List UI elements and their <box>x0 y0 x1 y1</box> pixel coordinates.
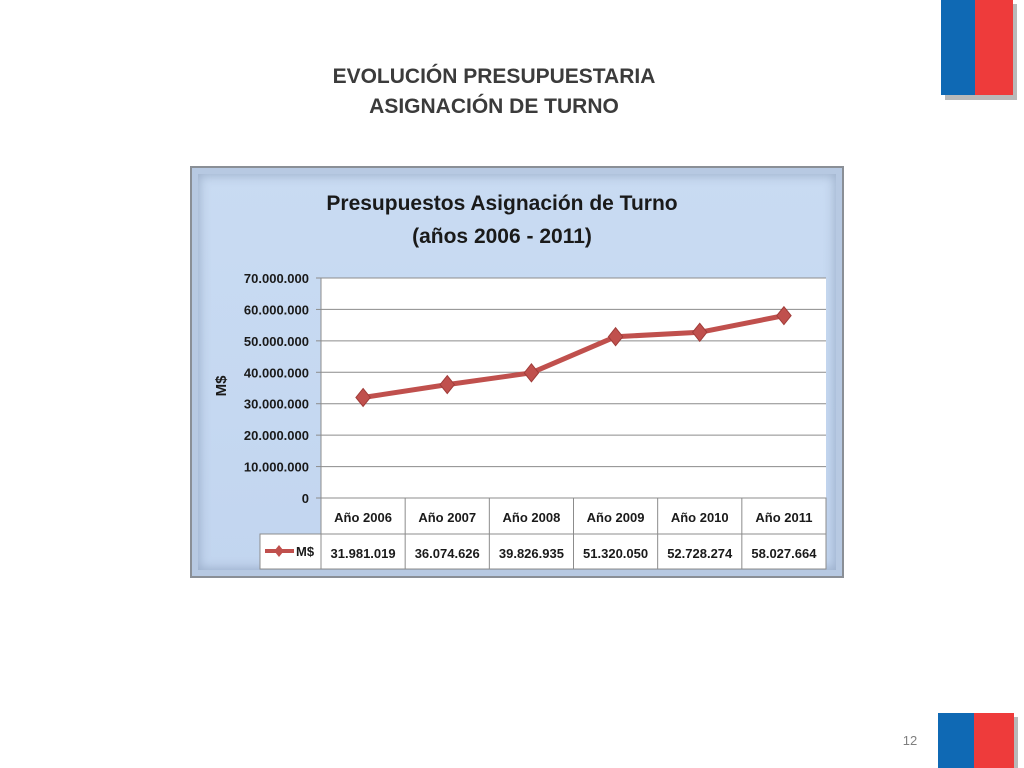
data-point-marker <box>776 305 792 326</box>
flag-red-band <box>974 713 1014 768</box>
plot-background <box>321 278 826 498</box>
y-tick-label: 20.000.000 <box>244 428 309 443</box>
data-point-marker <box>523 363 540 383</box>
slide-title: EVOLUCIÓN PRESUPUESTARIA ASIGNACIÓN DE T… <box>0 62 988 122</box>
y-tick-label: 60.000.000 <box>244 302 309 317</box>
data-table: Año 2006 Año 2007 Año 2008 Año 2009 Año 2010… <box>259 497 827 570</box>
data-point-marker <box>439 374 456 395</box>
chart-frame: Presupuestos Asignación de Turno (años 2… <box>190 166 844 578</box>
chart-title: Presupuestos Asignación de Turno <box>326 192 677 215</box>
x-category-label: Año 2009 <box>587 510 645 525</box>
table-value-row <box>259 533 827 570</box>
corporate-flag-top <box>941 0 1017 100</box>
x-category-label: Año 2011 <box>755 510 812 525</box>
data-point-marker <box>607 326 624 347</box>
data-value-label: 31.981.019 <box>331 546 396 561</box>
slide-title-line-2: ASIGNACIÓN DE TURNO <box>369 95 619 118</box>
series-line <box>360 313 787 400</box>
x-category-label: Año 2007 <box>418 510 476 525</box>
budget-line-chart: Presupuestos Asignación de Turno (años 2… <box>213 192 827 570</box>
legend-marker <box>274 545 284 557</box>
y-tick-label: 70.000.000 <box>244 271 309 286</box>
y-tick-label: 40.000.000 <box>244 365 309 380</box>
y-tick-label: 50.000.000 <box>244 334 309 349</box>
data-value-label: 39.826.935 <box>499 546 564 561</box>
data-value-label: 51.320.050 <box>583 546 648 561</box>
y-tick-label: 10.000.000 <box>244 460 309 475</box>
chart-subtitle: (años 2006 - 2011) <box>412 225 592 248</box>
corporate-flag-bottom <box>938 713 1018 768</box>
y-axis-label: M$ <box>213 375 230 396</box>
data-value-label: 58.027.664 <box>751 546 817 561</box>
y-tick-label: 0 <box>302 491 309 506</box>
legend-series-name: M$ <box>296 544 315 559</box>
x-category-label: Año 2010 <box>671 510 729 525</box>
data-value-label: 36.074.626 <box>415 546 480 561</box>
flag-blue-band <box>941 0 975 95</box>
page-number: 12 <box>902 733 918 748</box>
slide-title-line-1: EVOLUCIÓN PRESUPUESTARIA <box>332 65 656 88</box>
data-point-marker <box>355 387 371 408</box>
x-category-label: Año 2008 <box>503 510 561 525</box>
flag-red-band <box>975 0 1013 95</box>
x-category-label: Año 2006 <box>334 510 392 525</box>
y-tick-label: 30.000.000 <box>244 397 309 412</box>
data-point-marker <box>691 322 708 343</box>
data-value-label: 52.728.274 <box>667 546 733 561</box>
plot-area: 0 10.000.000 20.000.000 30.000.000 40.000.00… <box>244 271 826 506</box>
flag-blue-band <box>938 713 974 768</box>
